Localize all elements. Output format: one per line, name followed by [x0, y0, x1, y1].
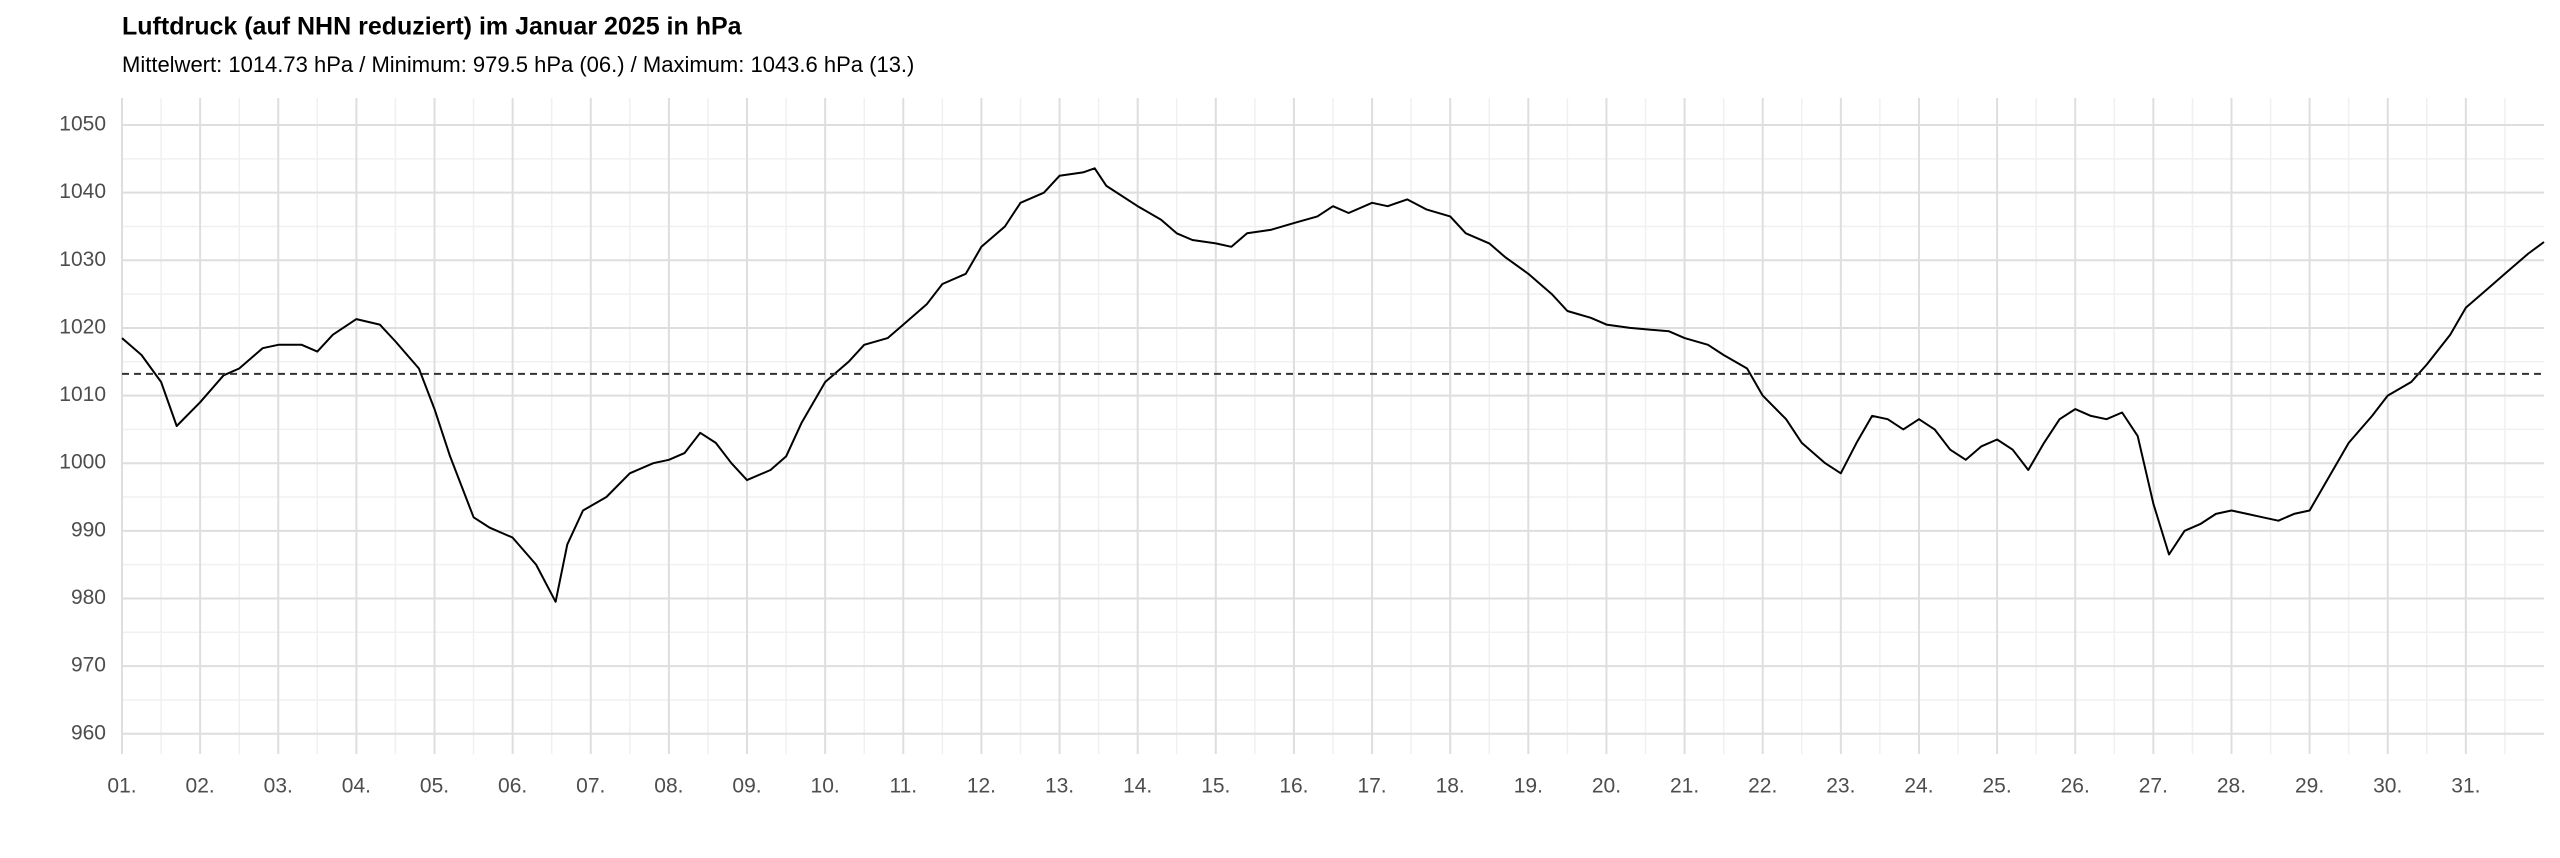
- y-tick-label: 970: [71, 654, 106, 677]
- x-tick-label: 13.: [1045, 775, 1074, 798]
- x-tick-label: 22.: [1748, 775, 1777, 798]
- x-tick-label: 25.: [1982, 775, 2011, 798]
- x-tick-label: 29.: [2295, 775, 2324, 798]
- x-tick-label: 26.: [2061, 775, 2090, 798]
- y-tick-label: 960: [71, 721, 106, 744]
- x-tick-label: 23.: [1826, 775, 1855, 798]
- x-tick-label: 17.: [1357, 775, 1386, 798]
- x-tick-label: 02.: [186, 775, 215, 798]
- grid: [121, 98, 2544, 754]
- x-tick-label: 06.: [498, 775, 527, 798]
- y-tick-label: 1040: [59, 180, 106, 203]
- chart-subtitle: Mittelwert: 1014.73 hPa / Minimum: 979.5…: [122, 52, 914, 77]
- y-tick-label: 1000: [59, 451, 106, 474]
- chart-title: Luftdruck (auf NHN reduziert) im Januar …: [122, 13, 743, 41]
- x-tick-label: 24.: [1904, 775, 1933, 798]
- x-tick-label: 07.: [576, 775, 605, 798]
- x-tick-label: 30.: [2373, 775, 2402, 798]
- y-tick-label: 1050: [59, 113, 106, 136]
- x-tick-label: 14.: [1123, 775, 1152, 798]
- x-tick-label: 04.: [342, 775, 371, 798]
- x-tick-label: 01.: [107, 775, 136, 798]
- x-tick-label: 31.: [2451, 775, 2480, 798]
- x-tick-label: 08.: [654, 775, 683, 798]
- x-tick-label: 27.: [2139, 775, 2168, 798]
- x-tick-label: 05.: [420, 775, 449, 798]
- x-tick-label: 11.: [889, 775, 917, 798]
- x-tick-label: 28.: [2217, 775, 2246, 798]
- x-tick-label: 15.: [1201, 775, 1230, 798]
- x-tick-label: 12.: [967, 775, 996, 798]
- x-tick-label: 18.: [1436, 775, 1465, 798]
- x-tick-label: 09.: [732, 775, 761, 798]
- x-tick-label: 10.: [811, 775, 840, 798]
- y-tick-label: 980: [71, 586, 106, 609]
- x-tick-label: 16.: [1279, 775, 1308, 798]
- y-tick-label: 1030: [59, 248, 106, 271]
- y-tick-label: 1010: [59, 383, 106, 406]
- plot: [121, 167, 2545, 603]
- data-line: [121, 167, 2545, 603]
- x-tick-label: 21.: [1670, 775, 1699, 798]
- y-tick-label: 1020: [59, 315, 106, 338]
- x-tick-label: 20.: [1592, 775, 1621, 798]
- x-tick-label: 03.: [264, 775, 293, 798]
- x-tick-label: 19.: [1514, 775, 1543, 798]
- y-tick-label: 990: [71, 518, 106, 541]
